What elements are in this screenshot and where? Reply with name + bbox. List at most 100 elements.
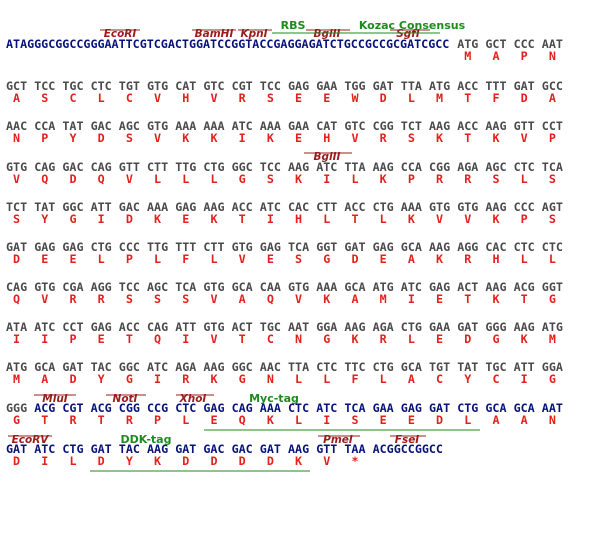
amino-acid: C: [69, 91, 76, 105]
amino-acid: G: [323, 252, 330, 266]
codon: ATG: [429, 79, 450, 93]
amino-acid: S: [549, 212, 556, 226]
amino-acid: K: [380, 172, 387, 186]
restriction-site: PmeI: [323, 434, 353, 446]
amino-acid: K: [154, 212, 161, 226]
amino-acid: I: [239, 131, 246, 145]
codon: GAT: [6, 442, 27, 456]
amino-acid: L: [521, 252, 528, 266]
codon: GAC: [62, 160, 83, 174]
amino-acid: K: [351, 332, 358, 346]
amino-acid: G: [239, 372, 246, 386]
codon: ATG: [6, 360, 27, 374]
codon: GCT: [6, 79, 27, 93]
feature-label: DDK-tag: [121, 433, 172, 446]
amino-acid: Q: [13, 292, 20, 306]
codon: CTG: [457, 401, 478, 415]
codon: ATT: [514, 360, 535, 374]
codon: GAG: [91, 320, 112, 334]
codon: AAG: [203, 200, 224, 214]
codon: GAT: [260, 442, 281, 456]
codon: GTG: [203, 280, 224, 294]
codon: AAG: [288, 160, 309, 174]
amino-acid: G: [323, 332, 330, 346]
codon: CAG: [6, 280, 27, 294]
codon: ATC: [316, 160, 337, 174]
amino-acid: L: [351, 172, 358, 186]
amino-acid: D: [351, 252, 358, 266]
codon: AAA: [147, 200, 168, 214]
amino-acid: L: [380, 212, 387, 226]
codon: GGC: [232, 160, 253, 174]
amino-acid: F: [492, 91, 499, 105]
codon: GGG: [485, 320, 506, 334]
amino-acid: V: [521, 131, 528, 145]
codon: GGC: [62, 200, 83, 214]
codon: CCC: [514, 200, 535, 214]
codon: CAT: [316, 119, 337, 133]
amino-acid: K: [267, 413, 274, 427]
amino-acid: S: [492, 172, 499, 186]
codon: AGG: [457, 240, 478, 254]
codon: GGC: [119, 360, 140, 374]
codon: GAA: [373, 401, 394, 415]
amino-acid: E: [436, 332, 443, 346]
restriction-site: BamHI: [195, 28, 234, 40]
codon: ACC: [457, 119, 478, 133]
amino-acid: D: [210, 454, 217, 468]
amino-acid: L: [210, 252, 217, 266]
amino-acid: I: [182, 332, 189, 346]
amino-acid: Q: [239, 413, 246, 427]
amino-acid: T: [126, 332, 133, 346]
codon: GTG: [288, 280, 309, 294]
amino-acid: S: [126, 131, 133, 145]
codon: CTC: [175, 401, 196, 415]
codon: GAG: [203, 401, 224, 415]
amino-acid: K: [210, 131, 217, 145]
amino-acid: T: [464, 131, 471, 145]
amino-acid: D: [13, 252, 20, 266]
codon: GCT: [485, 37, 506, 51]
codon: GAT: [6, 240, 27, 254]
amino-acid: G: [69, 212, 76, 226]
codon: AAT: [288, 320, 309, 334]
restriction-site: MluI: [42, 393, 68, 405]
codon: GCC: [542, 79, 563, 93]
codon: CCA: [401, 160, 422, 174]
codon: CGA: [62, 280, 83, 294]
amino-acid: G: [549, 372, 556, 386]
codon: CTG: [401, 320, 422, 334]
codon: ATC: [232, 119, 253, 133]
codon: ACC: [232, 200, 253, 214]
amino-acid: D: [182, 454, 189, 468]
codon: AAG: [203, 360, 224, 374]
amino-acid: N: [549, 49, 556, 63]
amino-acid: Q: [267, 292, 274, 306]
amino-acid: K: [436, 252, 443, 266]
codon: GAT: [62, 360, 83, 374]
codon: AAG: [429, 119, 450, 133]
codon: ATG: [373, 280, 394, 294]
codon: AAA: [316, 280, 337, 294]
codon: GTG: [147, 119, 168, 133]
codon: ACG: [34, 401, 55, 415]
amino-acid: I: [41, 454, 48, 468]
codon: GTG: [457, 200, 478, 214]
codon: TTT: [485, 79, 506, 93]
codon: ATT: [91, 200, 112, 214]
codon: CTC: [514, 160, 535, 174]
codon: GCA: [34, 360, 55, 374]
codon: TCA: [175, 280, 196, 294]
codon: GCA: [514, 401, 535, 415]
codon: GTG: [147, 79, 168, 93]
amino-acid: M: [549, 332, 556, 346]
amino-acid: C: [267, 332, 274, 346]
amino-acid: V: [154, 91, 161, 105]
codon: AAA: [203, 119, 224, 133]
codon: AAG: [514, 320, 535, 334]
codon: CTT: [203, 240, 224, 254]
amino-acid: L: [408, 91, 415, 105]
codon: CTC: [91, 79, 112, 93]
codon: CAG: [34, 160, 55, 174]
